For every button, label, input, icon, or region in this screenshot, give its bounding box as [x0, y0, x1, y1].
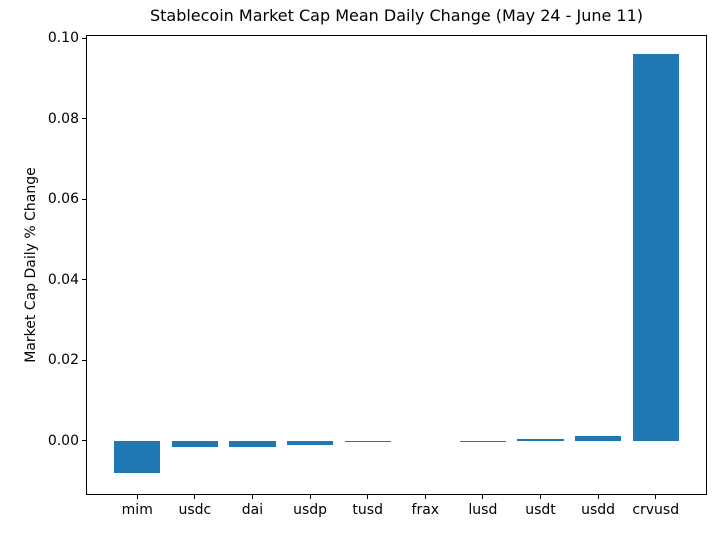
x-tick-label-crvusd: crvusd — [632, 502, 680, 518]
x-tick-label-usdp: usdp — [293, 502, 328, 518]
y-tick-mark — [82, 198, 86, 200]
y-tick-label: 0.06 — [47, 191, 79, 208]
x-tick-mark — [540, 495, 542, 499]
x-tick-label-frax: frax — [411, 502, 440, 518]
plot-area — [86, 35, 707, 495]
x-tick-mark — [597, 495, 599, 499]
y-tick-mark — [82, 359, 86, 361]
bar-crvusd — [632, 53, 679, 441]
bar-mim — [114, 440, 161, 473]
y-tick-mark — [82, 440, 86, 442]
bar-usdp — [287, 440, 334, 446]
y-tick-label: 0.10 — [47, 30, 79, 47]
x-tick-mark — [424, 495, 426, 499]
y-tick-mark — [82, 279, 86, 281]
x-tick-label-tusd: tusd — [352, 502, 383, 518]
x-tick-mark — [367, 495, 369, 499]
y-tick-label: 0.02 — [47, 352, 79, 369]
x-tick-mark — [251, 495, 253, 499]
x-tick-label-mim: mim — [121, 502, 153, 518]
chart-title: Stablecoin Market Cap Mean Daily Change … — [149, 6, 644, 25]
x-tick-mark — [309, 495, 311, 499]
y-tick-label: 0.00 — [47, 432, 79, 449]
x-tick-mark — [482, 495, 484, 499]
y-tick-mark — [82, 118, 86, 120]
x-tick-mark — [136, 495, 138, 499]
x-tick-label-usdd: usdd — [581, 502, 616, 518]
x-tick-label-usdt: usdt — [525, 502, 556, 518]
bar-dai — [229, 440, 276, 447]
bar-tusd — [344, 440, 391, 442]
x-tick-mark — [655, 495, 657, 499]
bar-usdd — [575, 436, 622, 441]
y-tick-mark — [82, 37, 86, 39]
bar-usdc — [171, 440, 218, 448]
y-tick-label: 0.04 — [47, 271, 79, 288]
x-tick-mark — [194, 495, 196, 499]
x-tick-label-dai: dai — [241, 502, 264, 518]
x-tick-label-lusd: lusd — [468, 502, 498, 518]
bar-usdt — [517, 439, 564, 441]
x-tick-label-usdc: usdc — [178, 502, 212, 518]
y-tick-label: 0.08 — [47, 110, 79, 127]
